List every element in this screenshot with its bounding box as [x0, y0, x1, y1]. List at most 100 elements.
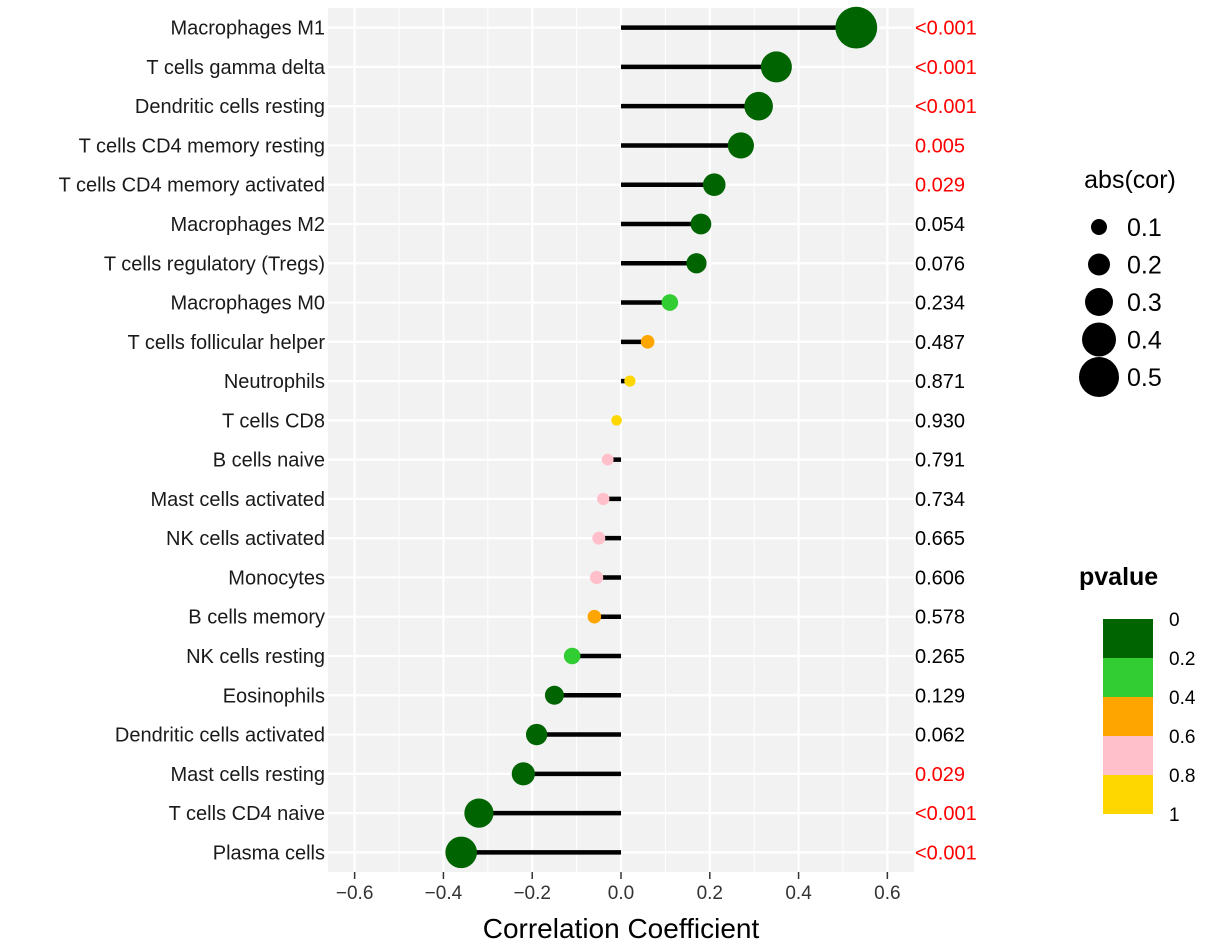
dot-12 — [597, 492, 610, 506]
x-tick-label-4: 0.2 — [697, 883, 723, 904]
dot-3 — [727, 132, 754, 159]
pvalue-label-20: <0.001 — [915, 803, 977, 825]
pvalue-legend-label-0: 0 — [1169, 610, 1180, 631]
dot-11 — [601, 453, 614, 466]
pvalue-label-1: <0.001 — [915, 57, 977, 79]
x-tick-label-6: 0.6 — [874, 883, 900, 904]
pvalue-label-10: 0.930 — [915, 410, 965, 432]
dot-14 — [589, 570, 604, 585]
dot-13 — [592, 531, 606, 545]
category-label-8: T cells follicular helper — [128, 332, 326, 354]
pvalue-label-13: 0.665 — [915, 528, 965, 550]
pvalue-label-18: 0.062 — [915, 725, 965, 747]
dot-18 — [525, 723, 548, 746]
category-label-0: Macrophages M1 — [170, 18, 325, 40]
lollipop-dots — [445, 6, 878, 869]
size-legend-title: abs(cor) — [1084, 166, 1176, 194]
category-label-3: T cells CD4 memory resting — [79, 135, 325, 157]
dot-8 — [640, 335, 655, 349]
pvalue-label-3: 0.005 — [915, 135, 965, 157]
pvalue-label-2: <0.001 — [915, 96, 977, 118]
pvalue-legend-label-1: 0.2 — [1169, 649, 1195, 670]
dot-21 — [445, 836, 477, 869]
category-label-16: NK cells resting — [186, 646, 325, 668]
pvalue-label-21: <0.001 — [915, 842, 977, 864]
x-tick-label-0: −0.6 — [336, 883, 374, 904]
pvalue-label-7: 0.234 — [915, 293, 965, 315]
x-tick-label-2: −0.2 — [513, 883, 551, 904]
x-tick-label-5: 0.4 — [785, 883, 812, 904]
category-label-5: Macrophages M2 — [170, 214, 325, 236]
category-label-21: Plasma cells — [213, 842, 325, 864]
pvalue-legend-swatch-2 — [1103, 697, 1153, 736]
pvalue-legend-swatch-0 — [1103, 619, 1153, 658]
dot-2 — [744, 91, 773, 121]
category-label-18: Dendritic cells activated — [115, 725, 325, 747]
category-labels: Macrophages M1 T cells gamma delta Dendrit… — [59, 18, 326, 865]
x-axis: −0.6 −0.4 −0.2 0.0 0.2 0.4 0.6 — [336, 872, 901, 904]
dot-7 — [661, 294, 679, 311]
pvalue-legend-label-2: 0.4 — [1169, 688, 1196, 709]
pvalue-label-12: 0.734 — [915, 489, 965, 511]
dot-1 — [760, 51, 792, 83]
pvalue-label-5: 0.054 — [915, 214, 965, 236]
size-legend-key-2 — [1085, 288, 1113, 316]
pvalue-label-8: 0.487 — [915, 332, 965, 354]
pvalue-legend-swatch-1 — [1103, 658, 1153, 697]
size-legend: abs(cor) 0.1 0.2 0.3 0.4 0.5 — [1079, 166, 1176, 397]
category-label-15: B cells memory — [188, 607, 325, 629]
x-axis-title: Correlation Coefficient — [483, 913, 760, 944]
dot-15 — [587, 609, 602, 624]
pvalue-label-17: 0.129 — [915, 685, 965, 707]
size-legend-key-1 — [1088, 253, 1110, 276]
pvalue-legend-swatch-4 — [1103, 775, 1153, 814]
size-legend-key-0 — [1091, 219, 1107, 235]
dot-9 — [624, 375, 636, 387]
dot-19 — [511, 762, 535, 786]
pvalue-legend-swatch-3 — [1103, 736, 1153, 775]
category-label-9: Neutrophils — [224, 371, 325, 393]
pvalue-label-0: <0.001 — [915, 18, 977, 40]
category-label-12: Mast cells activated — [150, 489, 325, 511]
category-label-14: Monocytes — [228, 567, 325, 589]
pvalue-legend-label-5: 1 — [1169, 805, 1180, 826]
pvalue-legend-title: pvalue — [1079, 563, 1158, 591]
category-label-19: Mast cells resting — [171, 764, 326, 786]
pvalue-label-16: 0.265 — [915, 646, 965, 668]
dot-10 — [611, 415, 622, 426]
dot-17 — [544, 685, 564, 705]
category-label-2: Dendritic cells resting — [135, 96, 325, 118]
pvalue-label-6: 0.076 — [915, 253, 965, 275]
dot-16 — [563, 647, 581, 665]
category-label-4: T cells CD4 memory activated — [59, 175, 325, 197]
category-label-10: T cells CD8 — [222, 410, 325, 432]
pvalue-label-19: 0.029 — [915, 764, 965, 786]
x-tick-label-1: −0.4 — [425, 883, 463, 904]
size-legend-label-1: 0.2 — [1127, 252, 1162, 280]
size-legend-label-4: 0.5 — [1127, 364, 1162, 392]
category-label-1: T cells gamma delta — [146, 57, 325, 79]
size-legend-key-4 — [1079, 357, 1119, 397]
dot-0 — [835, 6, 878, 49]
pvalue-label-15: 0.578 — [915, 607, 965, 629]
pvalue-label-9: 0.871 — [915, 371, 965, 393]
pvalue-labels: <0.001 <0.001 <0.001 0.005 0.029 0.054 0.076 0.… — [915, 18, 977, 865]
category-label-13: NK cells activated — [166, 528, 325, 550]
category-label-20: T cells CD4 naive — [169, 803, 325, 825]
size-legend-label-0: 0.1 — [1127, 214, 1162, 242]
x-tick-label-3: 0.0 — [608, 883, 634, 904]
pvalue-label-11: 0.791 — [915, 450, 965, 472]
size-legend-key-3 — [1082, 322, 1116, 357]
pvalue-label-14: 0.606 — [915, 567, 965, 589]
pvalue-legend: pvalue 0 0.2 0.4 0.6 0.8 1 — [1079, 563, 1196, 826]
pvalue-legend-label-4: 0.8 — [1169, 766, 1195, 787]
pvalue-label-4: 0.029 — [915, 175, 965, 197]
dot-20 — [464, 798, 494, 828]
category-label-6: T cells regulatory (Tregs) — [104, 253, 325, 275]
size-legend-label-2: 0.3 — [1127, 289, 1162, 317]
category-label-7: Macrophages M0 — [170, 293, 325, 315]
dot-6 — [686, 253, 707, 274]
category-label-17: Eosinophils — [223, 685, 325, 707]
size-legend-label-3: 0.4 — [1127, 327, 1162, 355]
